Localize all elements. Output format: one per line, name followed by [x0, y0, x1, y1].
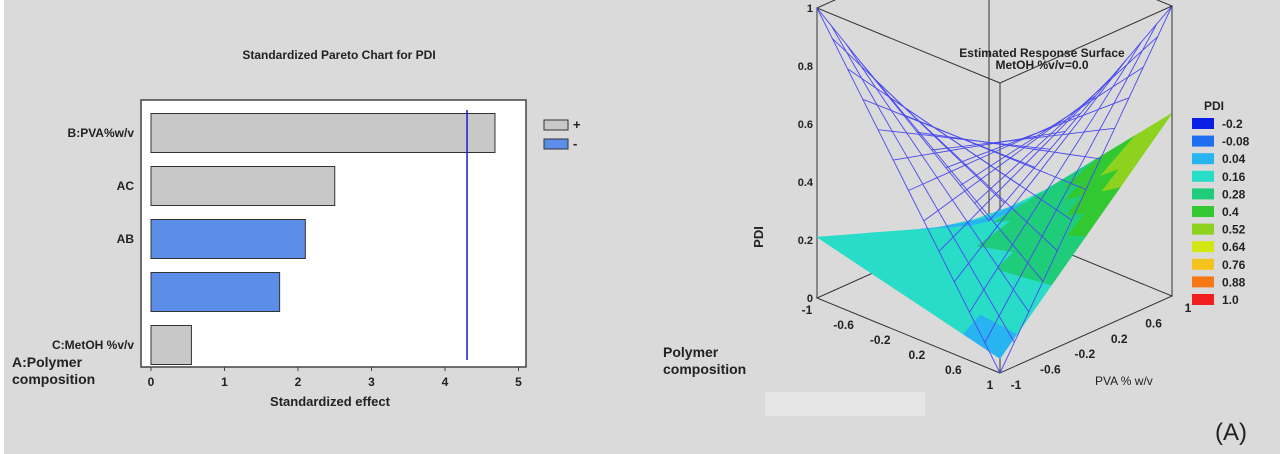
surface-y-axis-label: PVA % w/v: [1095, 374, 1153, 388]
surface-legend-swatch: [1192, 259, 1214, 270]
surface-legend-swatch: [1192, 153, 1214, 164]
surface-legend-swatch: [1192, 224, 1214, 235]
surface-legend-swatch: [1192, 294, 1214, 305]
pareto-title: Standardized Pareto Chart for PDI: [242, 48, 435, 62]
pareto-x-tick-label: 0: [148, 375, 155, 389]
surface-legend-label: 1.0: [1222, 293, 1239, 307]
surface-legend-label: 0.76: [1222, 258, 1246, 272]
surface-x-tick-label: -0.6: [833, 318, 854, 332]
surface-legend-label: 0.52: [1222, 223, 1246, 237]
surface-z-tick-label: 0.4: [798, 177, 814, 189]
panel-label: (A): [1215, 419, 1247, 446]
surface-z-tick-label: 0.6: [798, 119, 813, 131]
surface-legend-swatch: [1192, 136, 1214, 147]
surface-z-tick-label: 0.2: [798, 235, 813, 247]
pareto-legend-label: -: [573, 136, 577, 151]
surface-z-tick-label: 1: [807, 3, 813, 15]
surface-x-tick-label: 0.2: [908, 348, 925, 362]
surface-legend-label: 0.64: [1222, 240, 1246, 254]
pareto-category-label: AC: [117, 179, 135, 193]
pareto-x-tick-label: 4: [442, 375, 449, 389]
surface-legend-label: -0.2: [1222, 117, 1243, 131]
surface-y-tick-label: 0.2: [1111, 332, 1128, 346]
surface-legend-swatch: [1192, 188, 1214, 199]
surface-legend-swatch: [1192, 241, 1214, 252]
surface-x-axis-label-line1: Polymer: [663, 344, 719, 360]
blank-patch: [765, 392, 925, 416]
pareto-category-label: AB: [117, 232, 135, 246]
pareto-category-label: A:Polymer: [12, 354, 83, 370]
pareto-legend-swatch: [544, 139, 568, 149]
surface-legend-swatch: [1192, 206, 1214, 217]
surface-legend-swatch: [1192, 276, 1214, 287]
surface-subtitle: MetOH %v/v=0.0: [995, 58, 1088, 72]
pareto-bar: [151, 326, 191, 365]
surface-x-tick-label: 1: [987, 378, 994, 392]
surface-y-tick-label: -0.6: [1040, 363, 1061, 377]
pareto-category-label: C:MetOH %v/v: [52, 338, 134, 352]
surface-legend-label: 0.88: [1222, 275, 1246, 289]
pareto-bar: [151, 220, 305, 259]
pareto-bar: [151, 167, 335, 206]
pareto-x-tick-label: 1: [221, 375, 228, 389]
surface-x-axis-label-line2: composition: [663, 361, 746, 377]
pareto-category-label: B:PVA%w/v: [68, 126, 135, 140]
surface-legend-label: 0.16: [1222, 170, 1246, 184]
surface-y-tick-label: -1: [1011, 378, 1022, 392]
surface-x-tick-label: -1: [802, 303, 813, 317]
surface-legend-title: PDI: [1204, 99, 1224, 113]
surface-x-tick-label: 0.6: [945, 363, 962, 377]
surface-y-tick-label: 1: [1185, 301, 1192, 315]
surface-legend-label: 0.04: [1222, 152, 1246, 166]
pareto-x-tick-label: 2: [295, 375, 302, 389]
surface-z-tick-label: 0.8: [798, 61, 813, 73]
surface-legend-label: 0.28: [1222, 187, 1246, 201]
pareto-category-label: composition: [12, 371, 95, 387]
surface-legend-label: -0.08: [1222, 135, 1250, 149]
surface-y-tick-label: 0.6: [1145, 316, 1162, 330]
pareto-bar: [151, 114, 495, 153]
pareto-x-tick-label: 5: [515, 375, 522, 389]
surface-x-tick-label: -0.2: [870, 333, 891, 347]
pareto-bar: [151, 273, 280, 312]
pareto-legend-label: +: [573, 117, 581, 132]
pareto-x-axis-label: Standardized effect: [270, 394, 391, 409]
pareto-x-tick-label: 3: [368, 375, 375, 389]
pareto-legend-swatch: [544, 120, 568, 130]
surface-legend-swatch: [1192, 171, 1214, 182]
surface-z-axis-label: PDI: [751, 226, 766, 248]
surface-legend-swatch: [1192, 118, 1214, 129]
surface-legend-label: 0.4: [1222, 205, 1239, 219]
surface-y-tick-label: -0.2: [1074, 347, 1095, 361]
